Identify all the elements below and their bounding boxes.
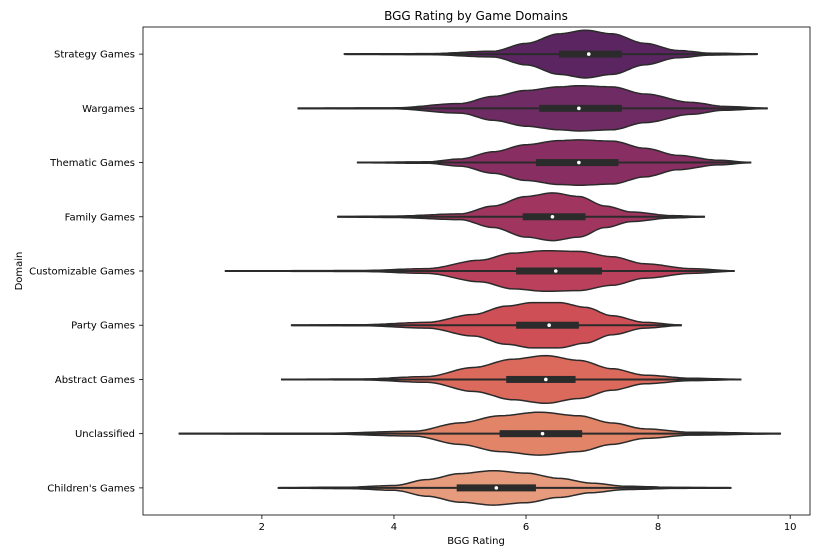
violin-1 xyxy=(297,84,768,132)
y-tick-label: Party Games xyxy=(71,321,135,332)
x-tick-label: 2 xyxy=(259,522,265,533)
violin-median-dot xyxy=(494,486,499,490)
chart-title: BGG Rating by Game Domains xyxy=(384,9,568,23)
violin-median-dot xyxy=(577,106,581,111)
violin-3 xyxy=(337,192,706,242)
violin-median-dot xyxy=(577,160,581,165)
violin-median-dot xyxy=(544,377,548,382)
violin-median-dot xyxy=(553,269,558,273)
violin-median-dot xyxy=(540,431,545,436)
violin-8 xyxy=(277,469,732,506)
violin-2 xyxy=(356,139,752,186)
x-tick-label: 8 xyxy=(655,522,661,533)
y-tick-label: Abstract Games xyxy=(55,375,135,386)
violin-6 xyxy=(280,354,742,405)
x-tick-label: 4 xyxy=(391,522,397,533)
y-tick-label: Customizable Games xyxy=(29,267,135,278)
y-tick-label: Children's Games xyxy=(47,483,135,494)
y-tick-label: Unclassified xyxy=(75,429,135,440)
violin-median-dot xyxy=(547,323,551,328)
x-tick-label: 6 xyxy=(523,522,529,533)
violin-iqr-box xyxy=(516,267,602,275)
y-axis-title: Domain xyxy=(14,252,25,291)
y-axis: Strategy Games Wargames Thematic Games Fami… xyxy=(29,50,143,494)
violin-4 xyxy=(224,249,735,293)
violin-0 xyxy=(343,29,758,79)
violin-iqr-box xyxy=(506,375,576,383)
x-axis: 2 4 6 8 10 xyxy=(259,515,797,533)
violins-layer xyxy=(178,29,782,506)
violin-median-dot xyxy=(550,214,555,219)
y-tick-label: Strategy Games xyxy=(54,50,135,61)
violin-5 xyxy=(290,301,682,349)
violin-7 xyxy=(178,411,782,456)
x-tick-label: 10 xyxy=(784,522,797,533)
y-tick-label: Family Games xyxy=(65,212,135,223)
y-tick-label: Thematic Games xyxy=(49,158,135,169)
violin-median-dot xyxy=(586,52,591,56)
x-axis-title: BGG Rating xyxy=(447,536,505,547)
y-tick-label: Wargames xyxy=(82,104,135,115)
